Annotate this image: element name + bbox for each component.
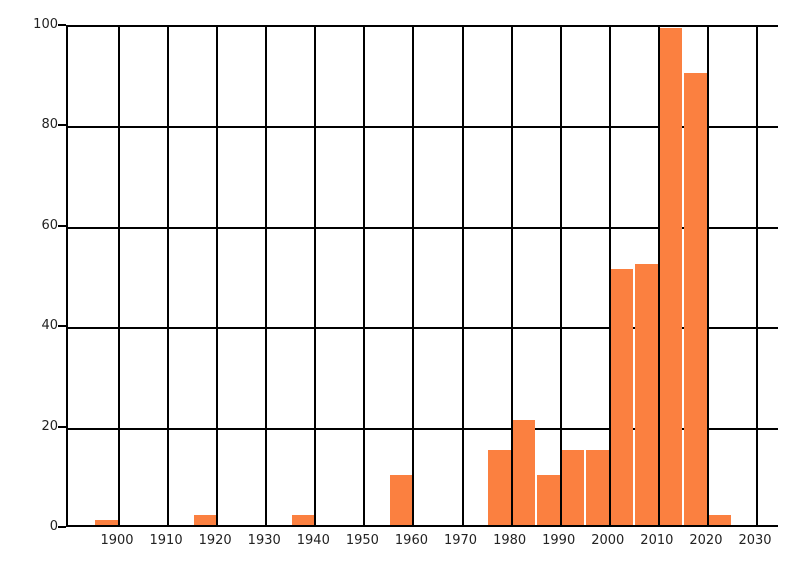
x-tick-label: 1950	[345, 533, 379, 548]
gridline-vertical	[363, 27, 366, 525]
x-tick-label: 1940	[296, 533, 330, 548]
bar	[488, 449, 511, 525]
y-axis: 0 20 40 60 80 100	[0, 0, 66, 576]
gridline-vertical	[314, 27, 317, 525]
bar	[635, 263, 658, 525]
gridline-vertical	[412, 27, 415, 525]
bar	[659, 28, 683, 525]
y-tick-mark	[58, 526, 66, 528]
gridline-horizontal	[68, 327, 778, 330]
y-tick-label: 100	[33, 17, 58, 32]
gridline-vertical	[608, 27, 611, 525]
x-tick-label: 1930	[247, 533, 281, 548]
bar	[537, 474, 560, 525]
x-tick-label: 2030	[738, 533, 772, 548]
bar	[586, 449, 609, 525]
gridline-vertical	[756, 27, 758, 525]
x-tick-label: 2010	[640, 533, 674, 548]
y-tick-label: 0	[49, 519, 58, 534]
x-tick-label: 1970	[443, 533, 478, 548]
gridline-horizontal	[68, 427, 778, 430]
plot-area	[66, 25, 778, 527]
y-tick-mark	[58, 425, 66, 428]
x-tick-label: 2000	[591, 533, 625, 548]
x-tick-label: 1910	[149, 533, 183, 548]
bar	[610, 268, 634, 525]
x-tick-label: 1900	[100, 533, 134, 548]
x-tick-label: 2020	[689, 533, 723, 548]
gridline-vertical	[216, 27, 219, 525]
bar	[512, 419, 536, 525]
x-tick-label: 1990	[542, 533, 576, 548]
gridline-horizontal	[68, 126, 778, 129]
y-tick-mark	[58, 124, 66, 127]
bar	[561, 449, 585, 525]
bar	[708, 514, 732, 525]
gridline-vertical	[118, 27, 120, 525]
bar	[95, 519, 118, 525]
x-tick-label: 1920	[198, 533, 232, 548]
y-tick-mark	[58, 325, 66, 328]
y-tick-label: 40	[41, 318, 58, 334]
y-tick-mark	[58, 224, 66, 227]
x-tick-label: 1960	[394, 533, 428, 548]
y-tick-label: 20	[41, 418, 58, 434]
bar	[684, 73, 707, 525]
y-tick-label: 60	[41, 217, 58, 233]
y-tick-mark	[58, 24, 66, 26]
y-tick-label: 80	[41, 117, 58, 133]
bar	[193, 514, 217, 525]
gridline-vertical	[461, 27, 464, 525]
gridline-vertical	[167, 27, 170, 525]
gridline-vertical	[706, 27, 709, 525]
gridline-vertical	[510, 27, 513, 525]
bar	[291, 514, 315, 525]
gridline-horizontal	[68, 226, 778, 229]
gridline-vertical	[559, 27, 562, 525]
bar	[389, 474, 413, 525]
gridline-vertical	[657, 27, 660, 525]
gridline-vertical	[265, 27, 268, 525]
x-tick-label: 1980	[493, 533, 527, 548]
